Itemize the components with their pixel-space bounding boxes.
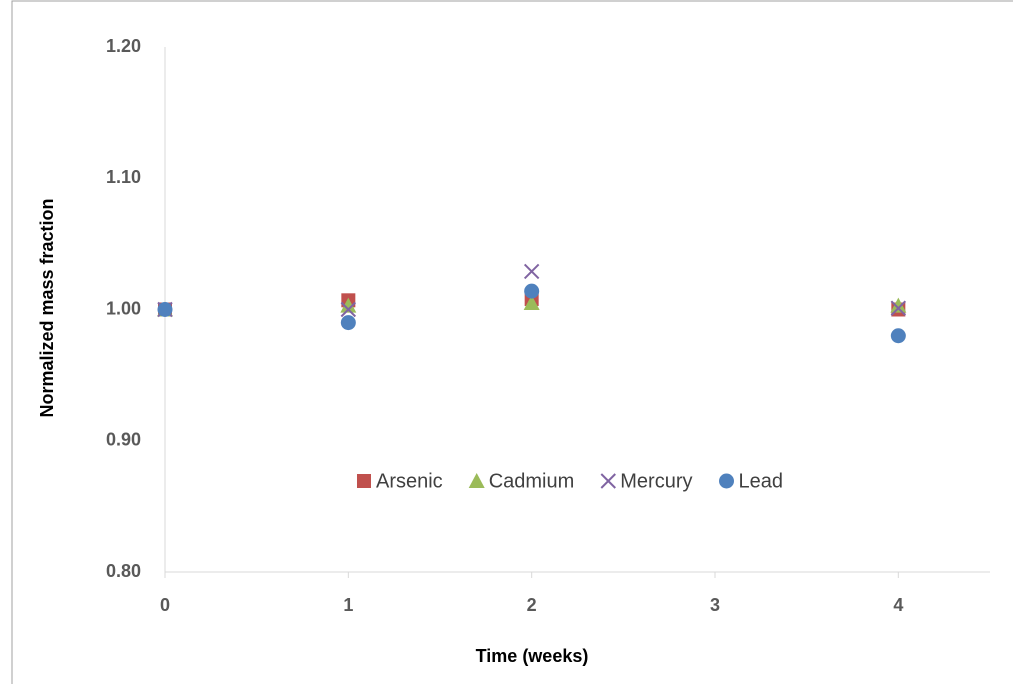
marker	[157, 302, 173, 317]
legend-label: Mercury	[620, 470, 692, 492]
marker	[340, 315, 356, 331]
chart-frame	[11, 0, 1013, 684]
marker	[890, 297, 907, 313]
x-tick-label: 1	[343, 595, 353, 615]
marker	[468, 473, 485, 488]
marker	[340, 297, 357, 313]
x-axis-label: Time (weeks)	[476, 646, 589, 666]
legend: Arsenic Cadmium Mercury Lead	[356, 470, 784, 492]
marker	[890, 300, 907, 316]
legend-label: Cadmium	[489, 470, 575, 492]
marker	[340, 301, 357, 318]
y-tick-label: 1.10	[106, 167, 141, 187]
marker	[356, 474, 371, 488]
legend-label: Arsenic	[376, 470, 443, 492]
y-axis-label: Normalized mass fraction	[37, 198, 57, 417]
marker	[890, 328, 906, 344]
x-tick-label: 0	[160, 595, 170, 615]
y-tick-label: 0.80	[106, 561, 141, 581]
marker	[523, 263, 540, 280]
marker	[523, 294, 540, 310]
y-tick-label: 0.90	[106, 430, 141, 450]
marker	[719, 473, 735, 489]
marker	[524, 283, 540, 299]
y-tick-label: 1.00	[106, 298, 141, 318]
y-tick-label: 1.20	[106, 36, 141, 56]
legend-label: Lead	[739, 470, 784, 492]
marker	[600, 473, 616, 489]
x-tick-label: 4	[893, 595, 903, 615]
x-tick-label: 2	[527, 595, 537, 615]
x-tick-label: 3	[710, 595, 720, 615]
